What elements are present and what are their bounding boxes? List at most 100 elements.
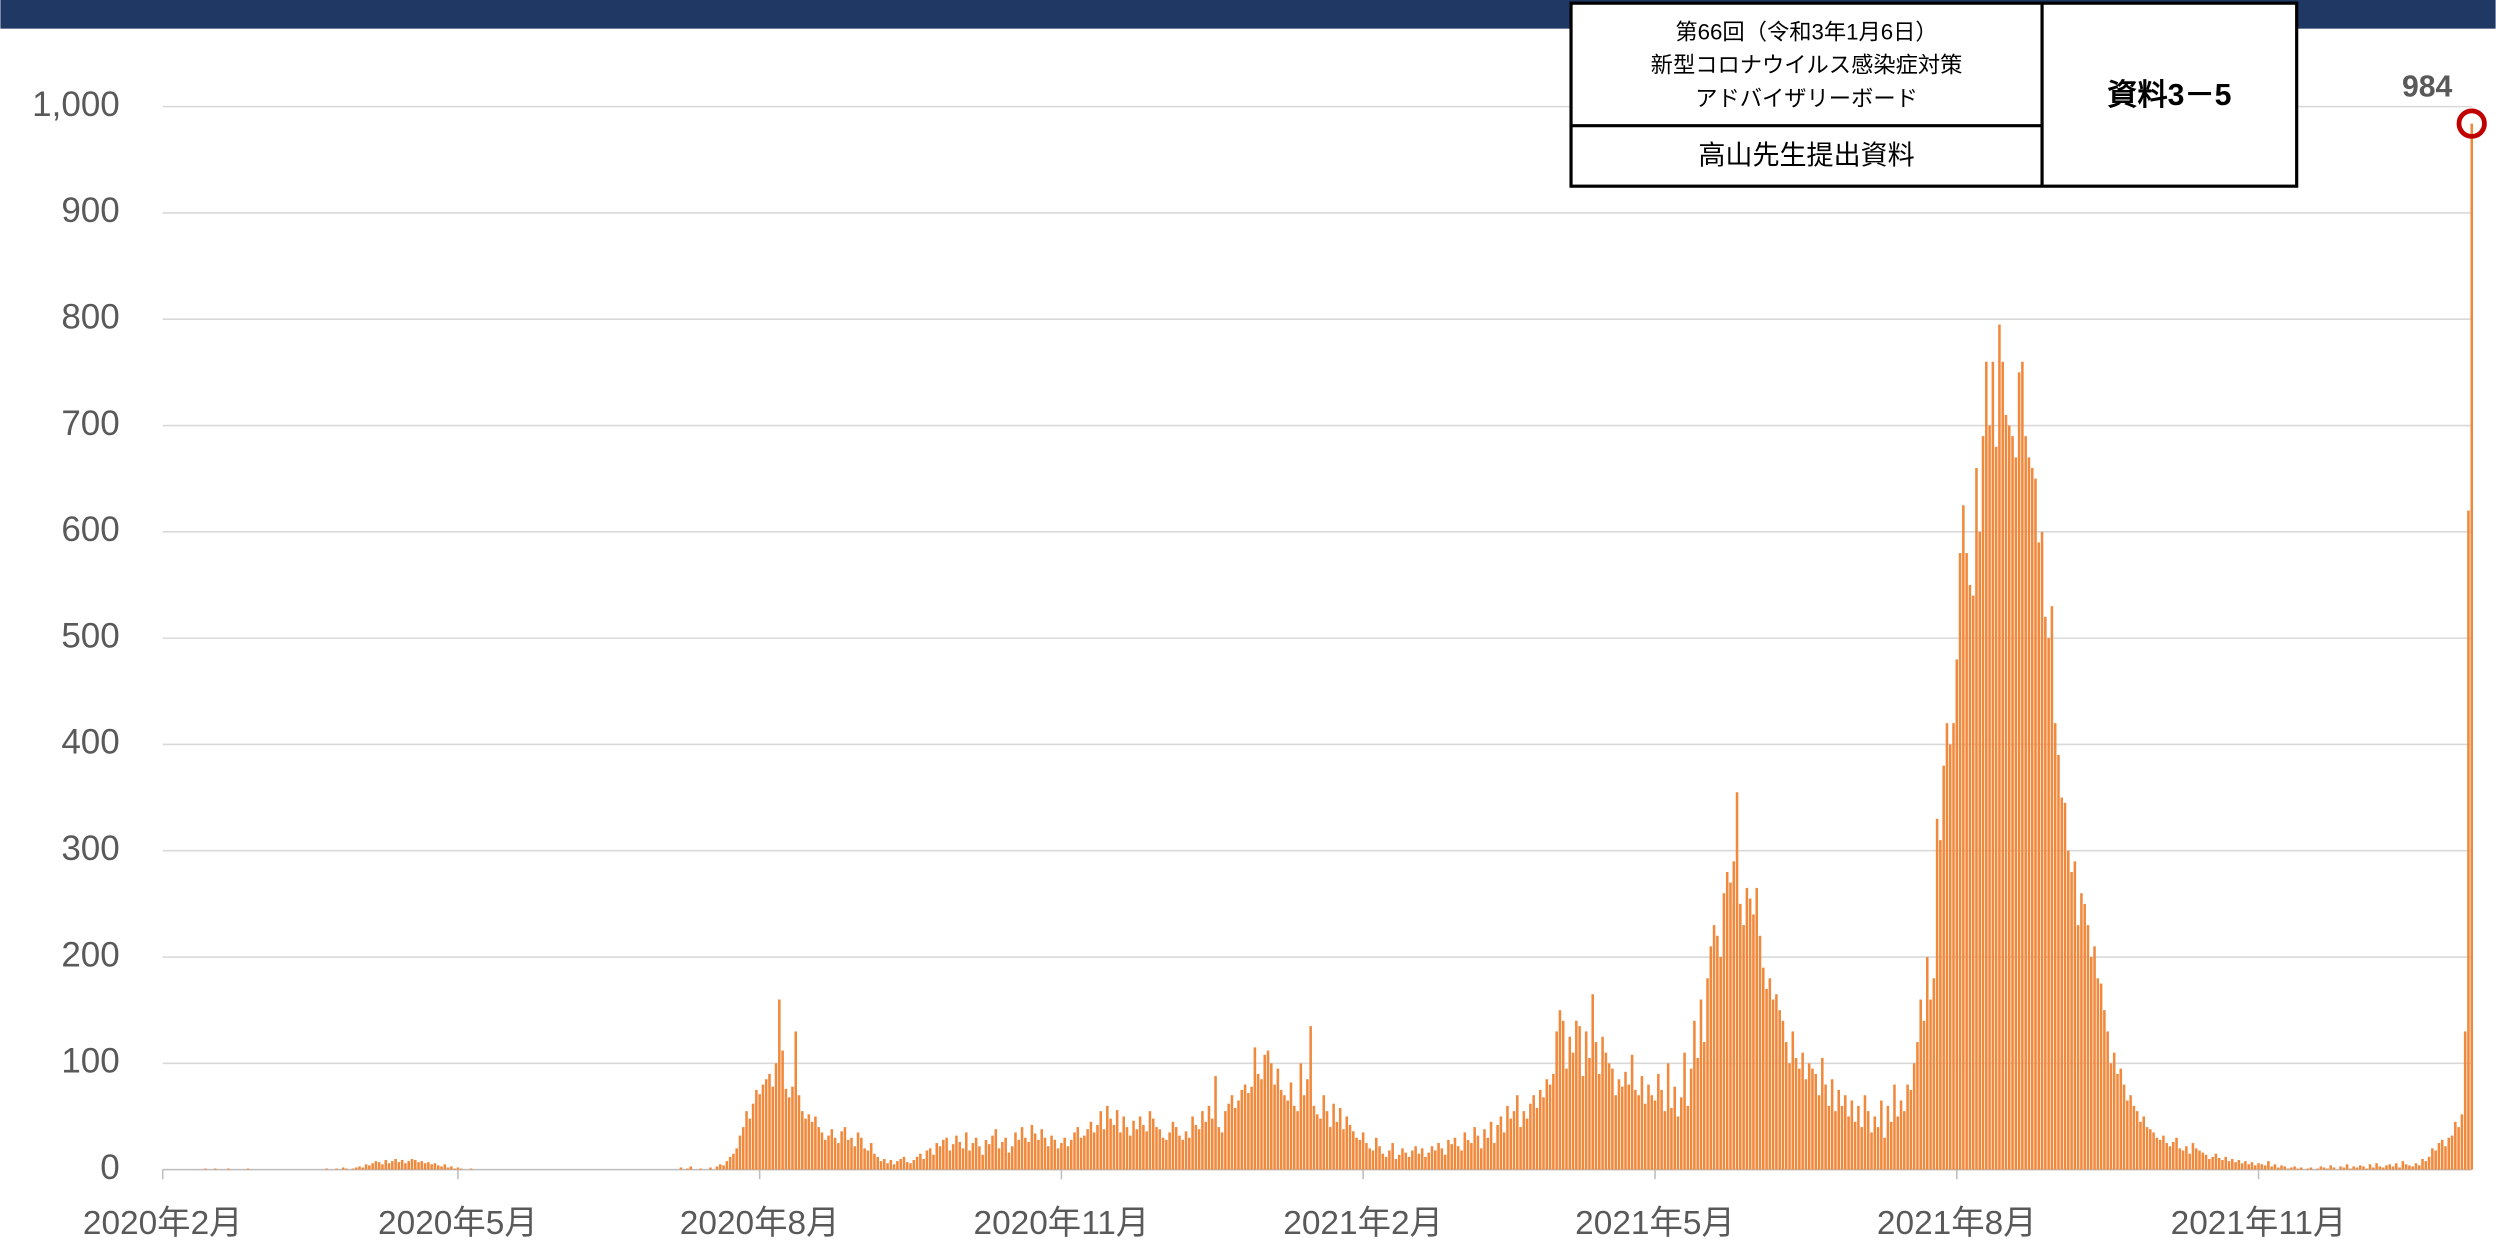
bar xyxy=(1260,1079,1263,1170)
y-tick-label: 700 xyxy=(61,404,119,443)
bar xyxy=(2293,1166,2296,1170)
bar xyxy=(1653,1100,1657,1170)
bar xyxy=(1119,1132,1122,1170)
bar xyxy=(1935,818,1939,1170)
bar xyxy=(1224,1111,1227,1170)
bar xyxy=(2004,414,2008,1170)
bar xyxy=(397,1162,401,1170)
bar xyxy=(2260,1164,2264,1170)
bar xyxy=(1306,1079,1309,1170)
bar xyxy=(1332,1103,1335,1170)
x-tick-label: 2021年8月 xyxy=(1877,1205,2037,1242)
bar xyxy=(889,1160,893,1170)
bar xyxy=(1584,1031,1588,1170)
bar xyxy=(1283,1095,1286,1170)
bar xyxy=(2467,510,2470,1170)
bar xyxy=(1647,1084,1650,1170)
bar xyxy=(1092,1132,1096,1170)
bar xyxy=(686,1168,689,1170)
bar xyxy=(1624,1071,1627,1170)
bar xyxy=(2391,1166,2395,1170)
bar xyxy=(1981,436,1985,1170)
bar xyxy=(1230,1095,1234,1170)
bar xyxy=(1516,1095,1519,1170)
bar xyxy=(1729,882,1732,1170)
bar xyxy=(1355,1137,1358,1170)
bar xyxy=(1040,1129,1043,1170)
bar xyxy=(1027,1141,1030,1170)
bar xyxy=(1466,1139,1470,1170)
bar xyxy=(902,1156,906,1170)
bar xyxy=(204,1168,207,1170)
bar xyxy=(1099,1111,1103,1170)
bar xyxy=(741,1127,745,1170)
bar xyxy=(2089,957,2093,1170)
bar xyxy=(2027,457,2031,1170)
bar xyxy=(1529,1103,1532,1170)
bar xyxy=(1128,1135,1132,1170)
bar xyxy=(1184,1131,1188,1170)
bar xyxy=(994,1129,998,1170)
bar xyxy=(738,1135,742,1170)
bar xyxy=(1178,1135,1181,1170)
bar xyxy=(335,1168,338,1170)
bar xyxy=(1151,1118,1155,1170)
bar xyxy=(1135,1129,1139,1170)
bar xyxy=(2024,436,2027,1170)
bar xyxy=(784,1088,788,1170)
bar xyxy=(325,1168,328,1170)
bar xyxy=(745,1111,748,1170)
bar xyxy=(1611,1068,1614,1170)
bar xyxy=(1807,1063,1811,1170)
bar xyxy=(377,1162,381,1170)
bar xyxy=(1443,1154,1447,1170)
bar xyxy=(1748,898,1752,1170)
bar xyxy=(965,1132,968,1170)
bar xyxy=(420,1161,424,1170)
bar xyxy=(2021,361,2024,1170)
bar xyxy=(2355,1167,2359,1170)
bar xyxy=(2135,1111,2139,1170)
x-tick-label: 2021年5月 xyxy=(1575,1205,1735,1242)
bar xyxy=(387,1163,391,1170)
bar xyxy=(1066,1146,1070,1170)
bar xyxy=(2470,123,2473,1170)
bar xyxy=(1174,1127,1178,1170)
bar xyxy=(2437,1143,2441,1170)
bar xyxy=(1962,505,1965,1170)
bar xyxy=(1985,361,1988,1170)
bar xyxy=(2106,1031,2109,1170)
bar xyxy=(1171,1121,1175,1170)
y-tick-label: 0 xyxy=(100,1148,119,1187)
bar xyxy=(1424,1156,1427,1170)
bar xyxy=(2171,1141,2175,1170)
bar xyxy=(1765,988,1768,1170)
bar xyxy=(2421,1158,2424,1170)
bar xyxy=(1001,1141,1004,1170)
bar xyxy=(709,1167,712,1170)
bar xyxy=(1496,1124,1499,1170)
bar xyxy=(2345,1164,2349,1170)
bar xyxy=(2178,1148,2182,1170)
bar xyxy=(1479,1148,1483,1170)
bar xyxy=(2401,1161,2405,1170)
bar xyxy=(991,1135,994,1170)
bar xyxy=(1860,1127,1863,1170)
bar xyxy=(2181,1150,2185,1170)
bar xyxy=(1279,1089,1283,1170)
bar xyxy=(935,1143,939,1170)
y-tick-label: 300 xyxy=(61,829,119,868)
bar xyxy=(1568,1036,1572,1170)
y-tick-label: 600 xyxy=(61,510,119,549)
bar xyxy=(1056,1148,1060,1170)
bar xyxy=(814,1116,817,1170)
bar xyxy=(1102,1129,1106,1170)
bar xyxy=(2047,638,2050,1170)
bar xyxy=(1266,1050,1270,1170)
bar xyxy=(2231,1158,2234,1170)
bar xyxy=(2076,925,2080,1170)
bar xyxy=(1719,957,1722,1170)
bar xyxy=(1391,1143,1394,1170)
bar xyxy=(2096,978,2100,1170)
bar xyxy=(2204,1154,2208,1170)
